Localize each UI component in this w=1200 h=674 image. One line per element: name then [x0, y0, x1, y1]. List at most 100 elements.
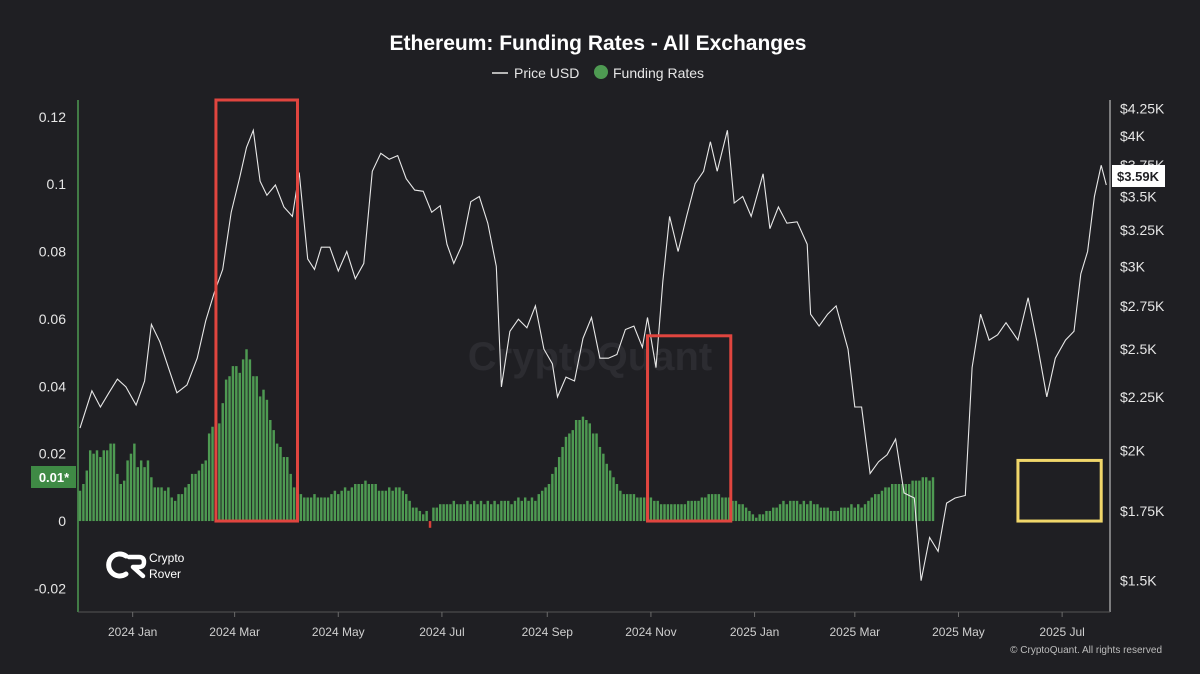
funding-bar [894, 484, 897, 522]
funding-bar [112, 443, 116, 522]
x-tick-label: 2024 Jul [419, 625, 464, 639]
y-left-tick-label: 0.04 [39, 378, 66, 394]
funding-bar [880, 490, 884, 522]
funding-bar [656, 500, 659, 522]
funding-bar [255, 376, 258, 522]
funding-bar [741, 504, 744, 522]
funding-bar [88, 450, 92, 522]
funding-bar [823, 507, 826, 522]
funding-bar [180, 494, 184, 522]
funding-bar [122, 480, 126, 522]
funding-bar [568, 433, 571, 522]
funding-bar [428, 521, 432, 528]
funding-bar [527, 500, 530, 522]
funding-bar [316, 497, 320, 522]
funding-bar [911, 480, 914, 522]
funding-bar [388, 487, 391, 522]
funding-bar [252, 376, 255, 522]
funding-bar [530, 497, 534, 522]
funding-bar [663, 504, 666, 522]
funding-bar [218, 423, 221, 522]
funding-bar [659, 504, 663, 522]
funding-bar [540, 490, 544, 522]
funding-badge: 0.01* [31, 466, 76, 488]
funding-bar [503, 500, 507, 522]
y-right-tick-label: $3.5K [1120, 188, 1157, 204]
funding-bar [371, 484, 374, 522]
funding-bar [850, 504, 853, 522]
y-left-tick-label: 0.1 [47, 176, 67, 192]
funding-bar [574, 420, 578, 522]
highlight-box-yellow [1016, 458, 1103, 523]
funding-bar [632, 494, 636, 522]
funding-bar [207, 433, 211, 522]
copyright-text: © CryptoQuant. All rights reserved [1010, 645, 1162, 656]
funding-bar [537, 494, 541, 522]
funding-bar [907, 484, 911, 522]
x-tick-label: 2024 Jan [108, 625, 157, 639]
funding-bar [136, 467, 139, 522]
funding-bar [99, 457, 102, 522]
funding-bar [873, 494, 877, 522]
funding-bar [204, 460, 207, 522]
highlight-box-red [646, 334, 733, 523]
funding-bar [102, 450, 106, 522]
funding-bar [418, 510, 422, 522]
funding-bar [649, 497, 653, 522]
funding-bar [364, 480, 367, 522]
legend-funding-label: Funding Rates [613, 65, 704, 81]
funding-bar [445, 504, 449, 522]
funding-bar [357, 484, 360, 522]
funding-bar [557, 457, 561, 522]
y-right-tick-label: $2.25K [1120, 389, 1165, 405]
funding-bar [653, 500, 656, 522]
funding-bar [731, 500, 734, 522]
funding-bar [299, 494, 303, 522]
funding-bar [435, 507, 439, 522]
funding-badge-bg [31, 466, 76, 488]
funding-bar [690, 500, 693, 522]
chart-title: Ethereum: Funding Rates - All Exchanges [390, 32, 807, 55]
y-left-tick-label: -0.02 [34, 580, 66, 596]
funding-bar [642, 497, 646, 522]
x-tick-label: 2025 Jul [1039, 625, 1084, 639]
funding-bar [666, 504, 670, 522]
funding-bar [489, 504, 493, 522]
funding-bar [700, 497, 704, 522]
funding-bar [636, 497, 639, 522]
funding-bar [840, 507, 843, 522]
y-left-tick-label: 0.12 [39, 109, 66, 125]
funding-bar [578, 420, 581, 522]
funding-bar [799, 504, 802, 522]
funding-bar [184, 487, 187, 522]
funding-bar [673, 504, 676, 522]
funding-bar [863, 504, 867, 522]
y-right-tick-label: $2K [1120, 442, 1146, 458]
funding-bar [187, 484, 190, 522]
x-tick-label: 2025 Mar [829, 625, 880, 639]
funding-bar [724, 497, 727, 522]
funding-bar [738, 504, 741, 522]
funding-bar [714, 494, 717, 522]
price-line [79, 128, 1107, 581]
y-right-tick-label: $2.5K [1120, 341, 1157, 357]
legend-dot-swatch [594, 65, 608, 79]
funding-bar [119, 484, 123, 522]
funding-badge-text: 0.01* [39, 470, 70, 485]
y-left-ticks: 0.12 0.1 0.08 0.06 0.04 0.02 0 -0.02 [34, 109, 66, 597]
y-right-tick-label: $4.25K [1120, 100, 1165, 116]
funding-bar [170, 497, 173, 522]
funding-bar [133, 443, 136, 522]
funding-bar [826, 507, 829, 522]
x-tick-label: 2024 Nov [625, 625, 676, 639]
funding-bar [493, 500, 496, 522]
funding-bar [670, 504, 673, 522]
funding-bar [639, 497, 642, 522]
funding-bar [367, 484, 371, 522]
funding-bar [337, 494, 340, 522]
funding-bar [472, 500, 476, 522]
funding-bar [619, 490, 622, 522]
funding-bar [269, 420, 272, 522]
funding-bar [394, 487, 398, 522]
